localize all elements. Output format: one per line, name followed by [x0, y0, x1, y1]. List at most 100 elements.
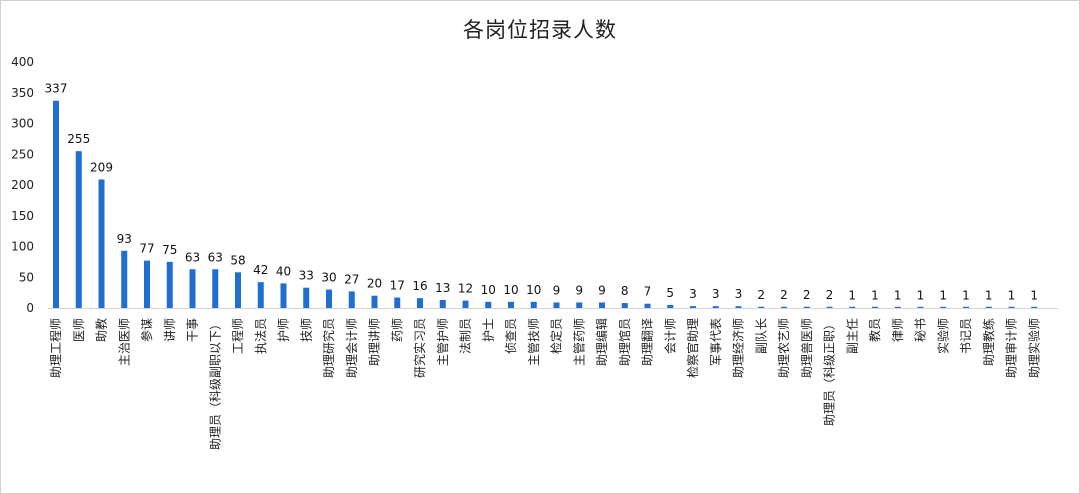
y-tick-label: 50 — [19, 270, 34, 284]
bar — [849, 306, 856, 308]
data-label: 1 — [917, 288, 925, 302]
data-label: 3 — [712, 287, 720, 301]
y-tick-label: 250 — [11, 147, 34, 161]
x-tick-label: 主管药师 — [571, 318, 586, 366]
bar — [1031, 306, 1038, 308]
data-label: 5 — [666, 286, 674, 300]
x-tick-label: 主管护师 — [435, 318, 450, 366]
data-label: 3 — [735, 287, 743, 301]
data-label: 1 — [1030, 288, 1038, 302]
bar-layer — [53, 100, 1038, 309]
bar — [735, 306, 742, 308]
bar — [826, 306, 833, 308]
x-tick-label: 助理工程师 — [48, 318, 63, 378]
axis-layer: 0 50 100 150 200 250 300 350 400 — [11, 55, 1058, 315]
data-label: 63 — [208, 250, 223, 264]
bar — [530, 301, 537, 308]
x-tick-label: 助理讲师 — [367, 318, 382, 366]
bar — [235, 272, 241, 308]
data-label: 9 — [598, 283, 606, 297]
chart-title: 各岗位招录人数 — [463, 18, 617, 42]
bar — [1008, 306, 1015, 308]
data-label: 2 — [780, 288, 788, 302]
data-label: 42 — [253, 263, 268, 277]
bar — [963, 306, 969, 308]
x-tick-label: 讲师 — [162, 318, 177, 342]
x-tick-label: 助教 — [94, 318, 109, 342]
y-tick-label: 200 — [11, 178, 34, 192]
bar — [439, 300, 446, 308]
data-label: 1 — [962, 288, 970, 302]
data-label: 33 — [299, 269, 314, 283]
x-tick-label: 助理实验师 — [1026, 318, 1041, 378]
bar — [257, 282, 264, 308]
data-label: 1 — [1008, 288, 1016, 302]
x-tick-label: 执法员 — [254, 318, 268, 354]
bar — [326, 289, 332, 308]
x-tick-label: 助理教练 — [981, 318, 996, 366]
data-label: 58 — [230, 253, 245, 267]
data-label: 63 — [185, 250, 200, 264]
bar — [121, 250, 128, 308]
data-label: 1 — [894, 288, 902, 302]
data-label: 1 — [939, 288, 947, 302]
data-label: 77 — [139, 242, 154, 256]
data-label: 2 — [757, 288, 765, 302]
x-tick-label: 助理员（科级正职） — [823, 318, 837, 426]
x-tick-label: 医师 — [72, 318, 86, 342]
data-label: 93 — [117, 232, 132, 246]
bar — [280, 283, 287, 308]
x-tick-label: 副主任 — [845, 318, 859, 354]
bar — [599, 302, 605, 308]
x-tick-label: 药师 — [390, 318, 404, 342]
bar — [758, 306, 765, 308]
bar — [212, 269, 219, 308]
bar — [417, 298, 423, 308]
x-tick-label: 研究实习员 — [412, 318, 427, 378]
bar — [917, 306, 924, 308]
label-layer: 337助理工程师255医师209助教93主治医师77参谋75讲师63干事63助理… — [45, 82, 1042, 450]
y-tick-label: 100 — [11, 240, 34, 254]
x-tick-label: 工程师 — [230, 318, 245, 354]
bar — [690, 306, 696, 308]
x-tick-label: 助理研究员 — [321, 318, 336, 378]
data-label: 10 — [481, 283, 496, 297]
x-tick-label: 助理员（科级副职以下） — [208, 318, 222, 450]
bar — [803, 306, 810, 308]
data-label: 27 — [344, 272, 359, 286]
x-tick-label: 参谋 — [139, 318, 154, 342]
bar — [508, 301, 514, 308]
x-tick-label: 护师 — [277, 318, 291, 342]
x-tick-label: 检察官助理 — [685, 318, 700, 378]
x-tick-label: 实验师 — [935, 318, 950, 354]
bar — [394, 297, 401, 308]
bar — [98, 179, 105, 308]
bar — [872, 306, 878, 308]
data-label: 16 — [412, 279, 427, 293]
bar — [894, 306, 901, 308]
bar — [371, 295, 378, 308]
x-tick-label: 助理兽医师 — [800, 318, 814, 378]
y-tick-label: 400 — [11, 55, 34, 69]
x-tick-label: 律师 — [891, 318, 905, 342]
data-label: 9 — [553, 283, 561, 297]
x-tick-label: 侦查员 — [504, 318, 518, 354]
y-tick-label: 0 — [26, 301, 34, 315]
data-label: 7 — [644, 285, 652, 299]
y-tick-label: 300 — [11, 117, 34, 131]
x-tick-label: 助理经济师 — [731, 318, 746, 378]
bar — [485, 301, 492, 308]
data-label: 2 — [803, 288, 811, 302]
x-tick-label: 护士 — [481, 318, 495, 342]
x-tick-label: 法制员 — [459, 318, 473, 354]
data-label: 1 — [871, 288, 879, 302]
y-tick-label: 350 — [11, 86, 34, 100]
x-tick-label: 技师 — [299, 318, 313, 342]
x-tick-label: 会计师 — [663, 318, 677, 354]
bar — [53, 100, 59, 309]
data-label: 30 — [321, 271, 336, 285]
data-label: 209 — [90, 160, 113, 174]
data-label: 255 — [67, 132, 90, 146]
